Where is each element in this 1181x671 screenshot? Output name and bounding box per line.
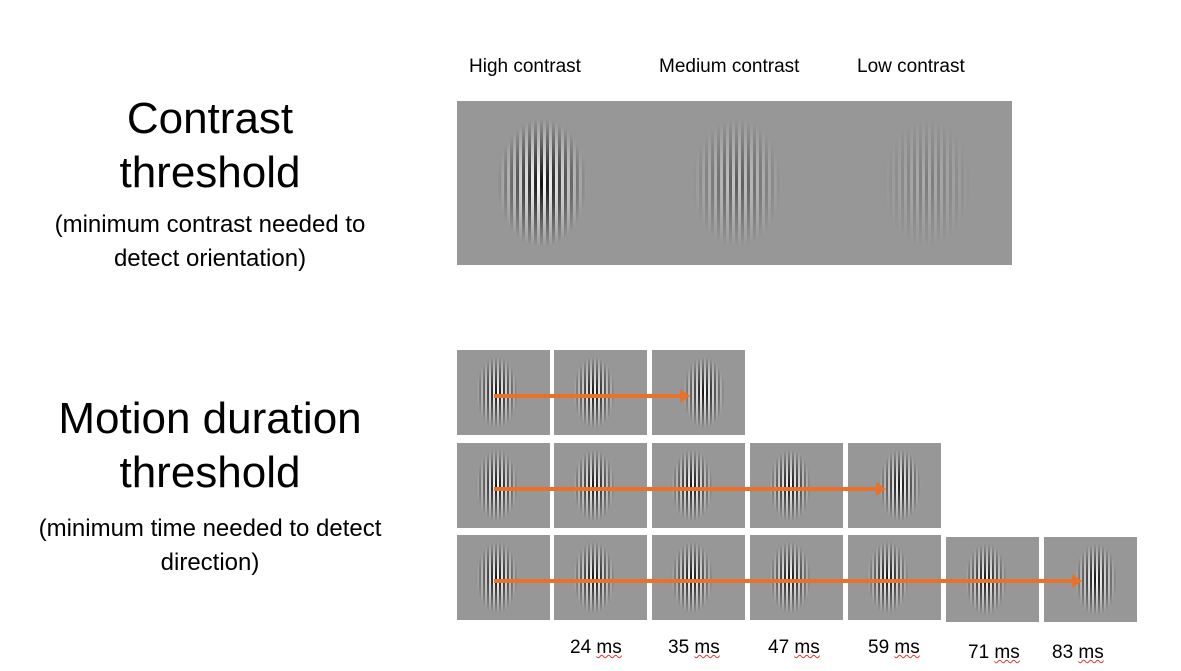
gabor-patch <box>866 540 910 615</box>
motion-frame <box>457 350 550 435</box>
gabor-patch <box>475 540 519 615</box>
motion-frame <box>457 535 550 620</box>
gabor-patch <box>572 540 616 615</box>
duration-label: 35 ms <box>668 637 720 659</box>
duration-unit: ms <box>794 637 820 658</box>
duration-value: 59 <box>868 637 890 658</box>
motion-frame <box>848 443 941 528</box>
duration-label: 59 ms <box>868 637 920 659</box>
label-high-contrast: High contrast <box>469 56 581 77</box>
duration-unit: ms <box>894 637 920 658</box>
duration-value: 83 <box>1052 642 1074 663</box>
duration-unit: ms <box>694 637 720 658</box>
duration-label: 83 ms <box>1052 642 1104 664</box>
gabor-patch <box>572 448 616 523</box>
contrast-stimuli-image <box>457 101 1012 265</box>
duration-unit: ms <box>1078 642 1104 663</box>
duration-unit: ms <box>596 637 622 658</box>
motion-frame <box>554 535 647 620</box>
duration-label: 71 ms <box>968 642 1020 664</box>
gabor-patch <box>670 540 714 615</box>
motion-frame <box>750 535 843 620</box>
gabor-patch <box>768 540 812 615</box>
duration-label: 47 ms <box>768 637 820 659</box>
motion-direction-arrow <box>494 574 1082 588</box>
gabor-low-contrast <box>877 116 977 250</box>
motion-threshold-title: Motion duration threshold <box>58 394 362 497</box>
label-low-contrast: Low contrast <box>857 56 965 77</box>
gabor-patch <box>768 448 812 523</box>
motion-frame <box>554 443 647 528</box>
motion-frame <box>652 443 745 528</box>
gabor-patch <box>475 448 519 523</box>
motion-direction-arrow <box>494 482 886 496</box>
motion-frame <box>750 443 843 528</box>
motion-frame <box>554 350 647 435</box>
duration-value: 71 <box>968 642 990 663</box>
duration-unit: ms <box>994 642 1020 663</box>
motion-frame <box>652 535 745 620</box>
motion-threshold-subtitle: (minimum time needed to detect direction… <box>38 515 382 576</box>
gabor-patch <box>572 355 616 430</box>
duration-value: 35 <box>668 637 690 658</box>
gabor-patch <box>475 355 519 430</box>
gabor-high-contrast <box>492 116 592 250</box>
label-medium-contrast: Medium contrast <box>659 56 800 77</box>
gabor-patch <box>670 448 714 523</box>
gabor-medium-contrast <box>687 116 787 250</box>
duration-value: 24 <box>570 637 592 658</box>
motion-direction-arrow <box>494 389 690 403</box>
contrast-threshold-subtitle: (minimum contrast needed to detect orien… <box>54 211 366 272</box>
duration-value: 47 <box>768 637 790 658</box>
duration-label: 24 ms <box>570 637 622 659</box>
motion-frame <box>652 350 745 435</box>
motion-frame <box>457 443 550 528</box>
contrast-threshold-title: Contrast threshold <box>119 94 301 197</box>
motion-frame <box>848 535 941 620</box>
